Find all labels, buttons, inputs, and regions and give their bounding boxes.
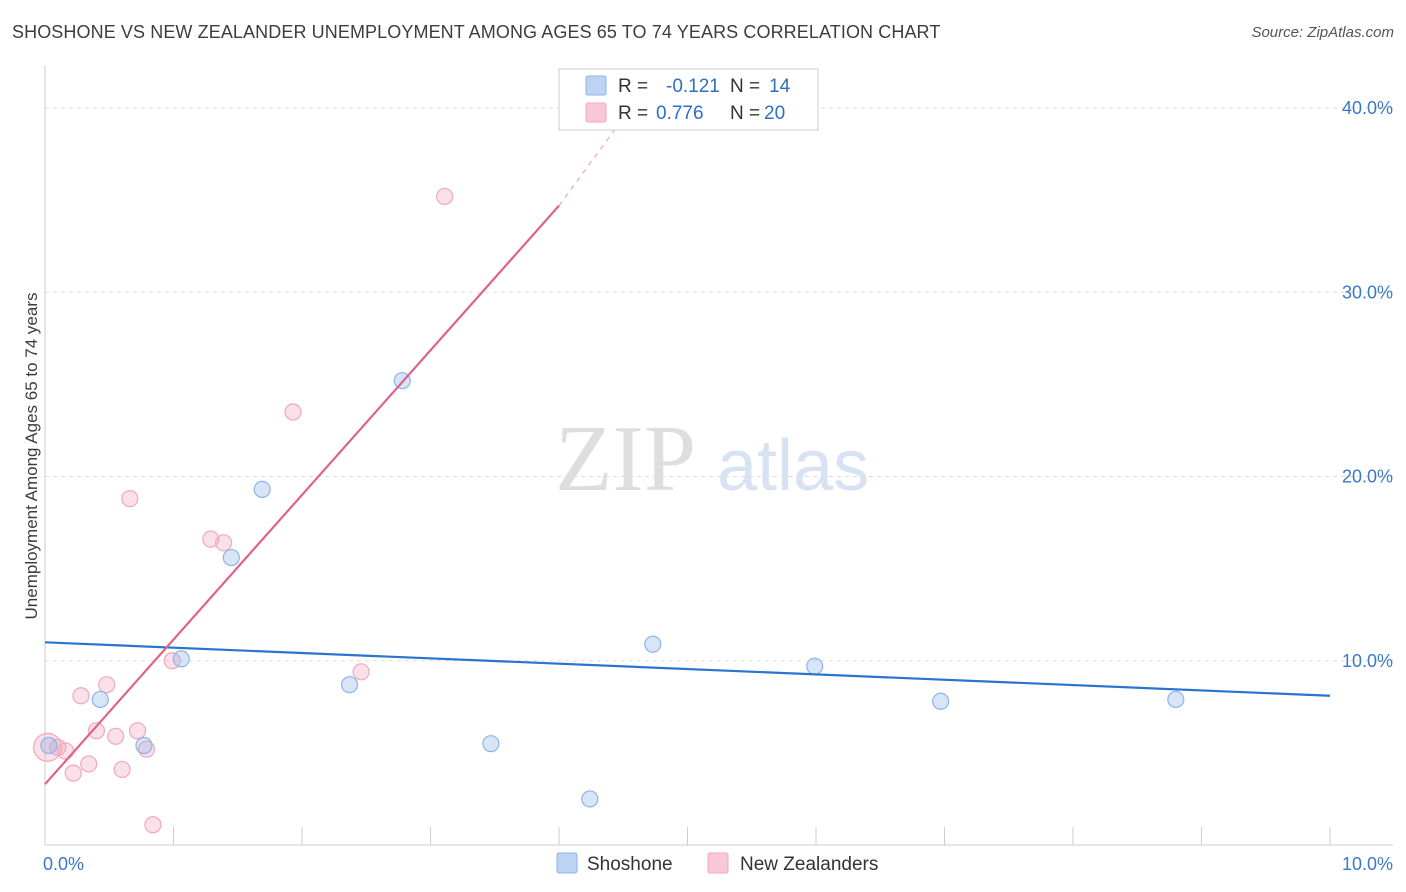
nz-point-11 xyxy=(128,722,147,740)
nz-point-5 xyxy=(80,755,98,773)
shoshone-point-1 xyxy=(91,690,109,709)
bottom-legend-swatch-shoshone xyxy=(556,852,578,874)
trend-lines xyxy=(44,100,1331,785)
nz-point-17 xyxy=(284,403,302,421)
tick-labels: 10.0% 20.0% 30.0% 40.0% 0.0% 10.0% xyxy=(43,98,1393,874)
y-tick-label-2: 30.0% xyxy=(1342,282,1393,302)
grid xyxy=(45,107,1393,662)
shoshone-point-8 xyxy=(482,735,500,753)
legend-r-value-1: -0.121 xyxy=(666,76,720,97)
shoshone-point-5 xyxy=(253,480,271,498)
legend-n-label-2: N = xyxy=(730,103,760,124)
shoshone-point-13 xyxy=(1167,690,1185,709)
bottom-legend-swatch-nz xyxy=(707,852,729,874)
legend-n-label-1: N = xyxy=(730,76,760,97)
shoshone-point-11 xyxy=(806,657,824,675)
shoshone-point-0 xyxy=(40,736,58,755)
shoshone-point-9 xyxy=(581,790,599,808)
nz-point-10 xyxy=(121,490,139,508)
legend-swatch-shoshone xyxy=(585,75,607,96)
y-tick-label-0: 10.0% xyxy=(1342,651,1393,671)
nz-point-2 xyxy=(56,742,75,760)
nz-point-4 xyxy=(72,687,90,705)
legend-swatch-nz xyxy=(585,102,607,123)
shoshone-point-6 xyxy=(340,676,359,694)
x-tick-label-1: 10.0% xyxy=(1342,854,1393,874)
legend-n-value-2: 20 xyxy=(764,103,785,124)
bottom-legend-shoshone: Shoshone xyxy=(587,854,673,875)
nz-point-18 xyxy=(352,663,370,681)
shoshone-point-12 xyxy=(932,692,950,710)
legend-r-label-2: R = xyxy=(618,103,648,124)
shoshone-point-2 xyxy=(135,736,153,755)
bottom-legend-nz: New Zealanders xyxy=(740,854,878,875)
legend-n-value-1: 14 xyxy=(769,76,791,97)
legend-r-label-1: R = xyxy=(618,76,648,97)
nz-point-16 xyxy=(215,534,233,552)
shoshone-point-3 xyxy=(172,650,190,668)
nz-trend-line-extension xyxy=(558,100,637,207)
nz-point-9 xyxy=(113,760,131,779)
shoshone-trend-line xyxy=(44,641,1331,697)
series-legend: Shoshone New Zealanders xyxy=(556,852,878,875)
y-tick-label-3: 40.0% xyxy=(1342,98,1393,118)
y-tick-label-1: 20.0% xyxy=(1342,467,1393,487)
nz-point-6 xyxy=(87,722,106,740)
shoshone-point-10 xyxy=(644,635,662,653)
nz-point-19 xyxy=(436,187,454,206)
legend-r-value-2: 0.776 xyxy=(656,103,704,124)
chart-title: SHOSHONE VS NEW ZEALANDER UNEMPLOYMENT A… xyxy=(12,22,941,42)
watermark-atlas: atlas xyxy=(717,426,869,506)
watermark-zip: ZIP xyxy=(555,407,696,511)
nz-point-3 xyxy=(64,764,82,782)
watermark: ZIP atlas xyxy=(555,407,869,511)
shoshone-point-4 xyxy=(222,548,240,567)
nz-point-7 xyxy=(98,676,116,694)
nz-point-8 xyxy=(107,727,125,745)
correlation-legend: R = -0.121 N = 14 R = 0.776 N = 20 xyxy=(558,68,819,131)
axes xyxy=(44,66,1393,846)
nz-point-15 xyxy=(202,530,220,548)
nz-point-13 xyxy=(144,816,162,834)
x-tick-label-0: 0.0% xyxy=(43,854,84,874)
nz-trend-line xyxy=(44,204,560,785)
source-label: Source: ZipAtlas.com xyxy=(1251,24,1394,41)
